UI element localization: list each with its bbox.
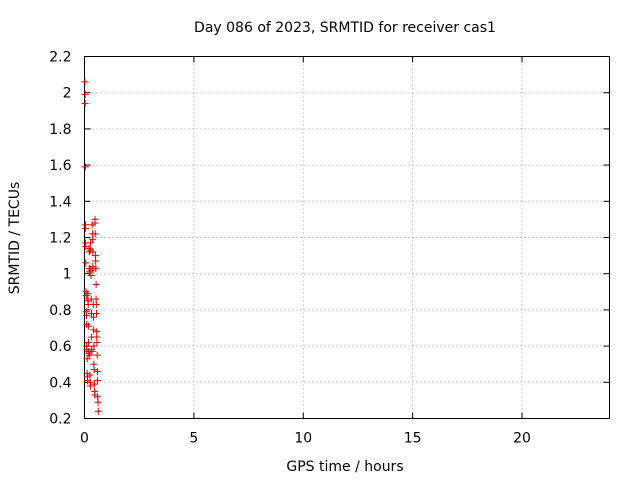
data-point: [88, 348, 96, 356]
data-point: [81, 78, 89, 86]
y-tick-label: 2.2: [49, 50, 71, 66]
y-tick-label: 2: [63, 86, 72, 102]
data-point: [86, 371, 94, 379]
data-point: [92, 300, 100, 308]
data-point: [82, 291, 90, 299]
data-point: [85, 349, 93, 357]
data-point: [87, 239, 95, 247]
data-point: [84, 338, 92, 346]
data-point: [93, 338, 101, 346]
grid-lines: [84, 56, 610, 419]
data-point: [89, 313, 97, 321]
y-tick-label: 0.6: [49, 339, 71, 355]
data-point: [89, 266, 97, 274]
data-point: [91, 219, 99, 227]
data-point: [94, 398, 102, 406]
data-point: [89, 235, 97, 243]
y-tick-label: 0.2: [49, 412, 71, 428]
data-point: [86, 382, 94, 390]
data-point: [90, 342, 98, 350]
x-tick-label: 5: [189, 431, 198, 447]
data-point: [92, 257, 100, 265]
data-point: [94, 407, 102, 415]
y-tick-label: 1.4: [49, 194, 71, 210]
x-tick-label: 0: [80, 431, 89, 447]
data-points: [81, 78, 102, 415]
axis-ticks: [84, 56, 610, 419]
y-tick-label: 0.8: [49, 303, 71, 319]
data-point: [82, 243, 90, 251]
data-point: [93, 310, 101, 318]
data-point: [90, 326, 98, 334]
y-tick-label: 1: [63, 267, 72, 283]
data-point: [91, 230, 99, 238]
data-point: [81, 100, 89, 108]
x-tick-labels: 0 5 10 15 20: [80, 431, 531, 447]
data-point: [87, 272, 95, 280]
y-tick-label: 1.2: [49, 231, 71, 247]
y-tick-label: 1.6: [49, 158, 71, 174]
plot-frame: [84, 56, 610, 419]
data-point: [92, 264, 100, 272]
x-tick-label: 15: [404, 431, 422, 447]
data-point: [89, 248, 97, 256]
data-point: [93, 351, 101, 359]
x-tick-label: 20: [513, 431, 531, 447]
y-tick-labels: 0.2 0.4 0.6 0.8 1 1.2 1.4 1.6 1.8 2 2.2: [49, 50, 71, 428]
data-point: [82, 224, 90, 232]
data-point: [92, 281, 100, 289]
x-axis-label: GPS time / hours: [286, 459, 403, 475]
y-axis-label: SRMTID / TECUs: [7, 182, 23, 295]
data-point: [86, 268, 94, 276]
data-point: [93, 367, 101, 375]
data-point: [90, 366, 98, 374]
data-point: [90, 380, 98, 388]
data-point: [88, 221, 96, 229]
x-tick-label: 10: [294, 431, 312, 447]
y-tick-label: 1.8: [49, 122, 71, 138]
data-point: [91, 391, 99, 399]
data-point: [84, 322, 92, 330]
chart-title: Day 086 of 2023, SRMTID for receiver cas…: [194, 20, 496, 36]
data-point: [82, 259, 90, 267]
data-point: [83, 355, 91, 363]
data-point: [83, 320, 91, 328]
y-tick-label: 0.4: [49, 375, 71, 391]
data-point: [86, 351, 94, 359]
data-point: [94, 376, 102, 384]
data-point: [81, 163, 89, 171]
data-point: [81, 91, 89, 99]
data-point: [82, 311, 90, 319]
